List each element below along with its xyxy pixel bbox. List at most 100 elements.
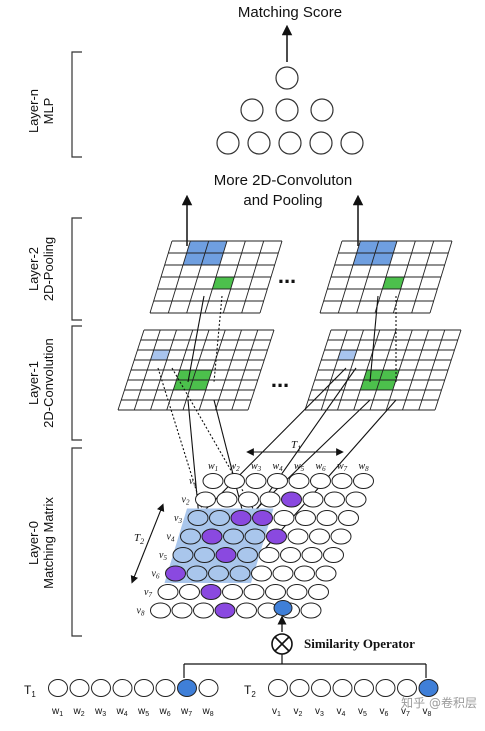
word-label: v4: [337, 706, 346, 718]
grid-cell: [337, 350, 357, 360]
mlp-node: [310, 98, 334, 122]
matrix-node: [288, 473, 310, 489]
matrix-node: [310, 473, 331, 489]
matrix-node: [353, 473, 374, 489]
word-label: v3: [315, 706, 324, 718]
matrix-col-label: w1: [208, 461, 218, 473]
matrix-col-label: w2: [230, 461, 241, 473]
word-label: w6: [159, 706, 171, 718]
layer-1-line2: 2D-Convolution: [41, 338, 56, 428]
matrix-node: [172, 547, 194, 563]
sequence-label: T2: [244, 683, 256, 699]
matrix-node: [331, 473, 353, 489]
matrix-node: [187, 510, 209, 526]
operator-connector: [183, 654, 427, 678]
matrix-row-label: v5: [159, 550, 167, 562]
more-conv-line1: More 2D-Convoluton: [214, 172, 352, 189]
layer-2-line2: 2D-Pooling: [41, 236, 56, 302]
matrix-node: [243, 584, 265, 600]
matrix-node: [200, 584, 222, 600]
ellipsis-pool: ...: [278, 263, 296, 288]
matrix-node: [309, 528, 330, 545]
matrix-node: [295, 510, 316, 526]
matrix-node: [345, 491, 367, 508]
word-node: [375, 679, 396, 697]
matrix-node: [316, 510, 338, 526]
matching-score-title: Matching Score: [238, 4, 342, 21]
matrix-node: [315, 565, 337, 582]
layer-0-label: Layer-0 Matching Matrix: [26, 473, 56, 613]
word-node: [112, 679, 133, 697]
highlight-region: [164, 508, 274, 583]
matrix-node: [193, 602, 214, 619]
word-label: v7: [401, 706, 410, 718]
layer-n-label: Layer-n MLP: [26, 76, 56, 146]
t2-axis-arrow: [130, 503, 165, 584]
matrix-row-label: v6: [152, 569, 160, 581]
matrix-node: [208, 565, 229, 582]
matrix-node: [222, 584, 243, 600]
word-node: [418, 679, 439, 697]
matrix-node: [236, 602, 257, 619]
word-node: [311, 679, 331, 697]
matrix-node: [323, 547, 344, 563]
word-label: v2: [294, 706, 303, 718]
layer-2-line1: Layer-2: [26, 246, 41, 292]
matrix-node: [171, 602, 193, 619]
matrix-node: [259, 491, 281, 508]
layer-0-line2: Matching Matrix: [41, 497, 56, 589]
matrix-node: [214, 602, 236, 619]
grid-cell: [382, 277, 405, 289]
word-node: [289, 679, 310, 697]
matrix-row-label: v7: [144, 587, 152, 599]
matrix-row-label: v2: [182, 495, 190, 507]
sequence-t1: T1 w1 w2 w3 w4 w5 w6 w7 w8: [24, 679, 219, 718]
word-node: [177, 679, 197, 697]
conv-grid-right: [304, 329, 462, 411]
matrix-node: [230, 510, 252, 526]
matrix-node: [251, 565, 272, 582]
layer-1-bracket: [71, 325, 82, 441]
mlp-node: [309, 131, 333, 155]
mlp-nodes: [216, 66, 364, 155]
word-node: [134, 679, 154, 697]
word-label: v6: [380, 706, 389, 718]
matrix-node: [157, 584, 179, 600]
matrix-node: [252, 510, 273, 526]
sequence-label: T1: [24, 683, 36, 699]
word-node: [69, 679, 90, 697]
word-label: w3: [94, 706, 106, 718]
word-node: [91, 679, 111, 697]
layer-n-line2: MLP: [41, 97, 56, 125]
matrix-node: [244, 528, 266, 545]
matrix-col-label: w8: [359, 461, 370, 473]
layer-n-bracket: [71, 51, 82, 158]
word-node: [48, 679, 68, 697]
sequence-t2: T2 v1 v2 v3 v4 v5 v6 v7 v8: [244, 679, 439, 718]
matrix-node: [229, 565, 251, 582]
matrix-node: [330, 528, 352, 545]
matrix-node: [245, 473, 267, 489]
matrix-node: [286, 584, 308, 600]
mlp-node: [340, 131, 364, 155]
layer-0-bracket: [71, 447, 82, 637]
matrix-node: [202, 473, 224, 489]
ellipsis-conv: ...: [271, 367, 289, 392]
word-node: [198, 679, 219, 697]
matrix-row-label: v3: [174, 513, 182, 525]
matrix-row-label: v8: [137, 606, 145, 618]
mlp-node: [278, 131, 302, 155]
matrix-node: [302, 491, 324, 508]
similarity-operator-label: Similarity Operator: [304, 636, 415, 651]
matrix-row-label: v4: [167, 532, 175, 544]
word-label: v5: [358, 706, 367, 718]
matrix-col-label: w5: [294, 461, 305, 473]
matrix-node: [194, 547, 215, 563]
mlp-node: [240, 98, 264, 122]
matrix-node: [308, 584, 329, 600]
word-label: v1: [272, 706, 281, 718]
matrix-row-label: v1: [189, 476, 197, 488]
matrix-node: [338, 510, 359, 526]
matrix-node: [150, 602, 171, 619]
